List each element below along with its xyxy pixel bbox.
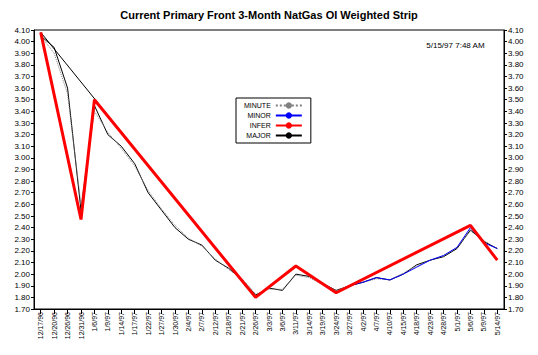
svg-text:2.50: 2.50 xyxy=(14,212,30,221)
svg-text:4/10/97: 4/10/97 xyxy=(386,312,393,335)
svg-text:2/21/97: 2/21/97 xyxy=(239,312,246,335)
svg-text:3.90: 3.90 xyxy=(508,49,524,58)
svg-text:2.50: 2.50 xyxy=(508,212,524,221)
svg-text:2/12/97: 2/12/97 xyxy=(212,312,219,335)
svg-text:2.80: 2.80 xyxy=(508,177,524,186)
svg-text:2.60: 2.60 xyxy=(14,200,30,209)
svg-text:5/15/97 7:48 AM: 5/15/97 7:48 AM xyxy=(426,41,485,50)
svg-text:4.10: 4.10 xyxy=(14,26,30,35)
svg-text:3.60: 3.60 xyxy=(508,84,524,93)
svg-text:3.10: 3.10 xyxy=(508,142,524,151)
svg-text:5/9/97: 5/9/97 xyxy=(480,312,487,332)
svg-text:3.50: 3.50 xyxy=(14,95,30,104)
svg-text:2.10: 2.10 xyxy=(508,258,524,267)
svg-text:12/31/96: 12/31/96 xyxy=(78,312,85,339)
svg-text:3.80: 3.80 xyxy=(14,60,30,69)
svg-text:3.20: 3.20 xyxy=(14,130,30,139)
svg-text:1.80: 1.80 xyxy=(14,293,30,302)
svg-text:3.50: 3.50 xyxy=(508,95,524,104)
svg-text:1/6/97: 1/6/97 xyxy=(91,312,98,332)
svg-text:2.10: 2.10 xyxy=(14,258,30,267)
svg-text:4/18/97: 4/18/97 xyxy=(413,312,420,335)
svg-text:1/30/97: 1/30/97 xyxy=(172,312,179,335)
svg-text:3.80: 3.80 xyxy=(508,60,524,69)
svg-text:3/27/97: 3/27/97 xyxy=(346,312,353,335)
svg-text:2.20: 2.20 xyxy=(508,246,524,255)
svg-text:5/14/97: 5/14/97 xyxy=(494,312,501,335)
svg-text:2.00: 2.00 xyxy=(508,270,524,279)
svg-text:2.80: 2.80 xyxy=(14,177,30,186)
svg-text:3/14/97: 3/14/97 xyxy=(306,312,313,335)
svg-text:3.40: 3.40 xyxy=(14,107,30,116)
svg-text:1.90: 1.90 xyxy=(508,281,524,290)
svg-text:2/4/97: 2/4/97 xyxy=(185,312,192,332)
svg-text:1/9/97: 1/9/97 xyxy=(104,312,111,332)
svg-text:1/27/97: 1/27/97 xyxy=(158,312,165,335)
svg-text:3/19/97: 3/19/97 xyxy=(319,312,326,335)
svg-text:INFER: INFER xyxy=(250,122,271,129)
svg-text:3/24/97: 3/24/97 xyxy=(333,312,340,335)
svg-text:5/6/97: 5/6/97 xyxy=(467,312,474,332)
svg-text:3.00: 3.00 xyxy=(508,153,524,162)
svg-text:3.40: 3.40 xyxy=(508,107,524,116)
svg-text:12/26/96: 12/26/96 xyxy=(64,312,71,339)
svg-text:3/3/97: 3/3/97 xyxy=(266,312,273,332)
svg-text:4.00: 4.00 xyxy=(14,37,30,46)
svg-text:3.90: 3.90 xyxy=(14,49,30,58)
svg-text:MINOR: MINOR xyxy=(247,112,270,119)
svg-text:2.70: 2.70 xyxy=(508,188,524,197)
svg-text:2.30: 2.30 xyxy=(14,235,30,244)
svg-text:MAJOR: MAJOR xyxy=(246,132,271,139)
svg-text:2.40: 2.40 xyxy=(508,223,524,232)
svg-text:3/6/97: 3/6/97 xyxy=(279,312,286,332)
svg-text:2/7/97: 2/7/97 xyxy=(198,312,205,332)
svg-text:3.30: 3.30 xyxy=(14,119,30,128)
svg-text:2.20: 2.20 xyxy=(14,246,30,255)
svg-text:2.70: 2.70 xyxy=(14,188,30,197)
svg-text:2.90: 2.90 xyxy=(508,165,524,174)
svg-text:4/2/97: 4/2/97 xyxy=(360,312,367,332)
svg-text:1.80: 1.80 xyxy=(508,293,524,302)
svg-text:1/17/97: 1/17/97 xyxy=(131,312,138,335)
svg-text:1.70: 1.70 xyxy=(508,305,524,314)
svg-text:4/15/97: 4/15/97 xyxy=(400,312,407,335)
svg-text:3.70: 3.70 xyxy=(14,72,30,81)
svg-text:12/20/96: 12/20/96 xyxy=(51,312,58,339)
svg-text:2.30: 2.30 xyxy=(508,235,524,244)
svg-text:1.70: 1.70 xyxy=(14,305,30,314)
svg-text:3.60: 3.60 xyxy=(14,84,30,93)
svg-text:3.20: 3.20 xyxy=(508,130,524,139)
svg-text:Current Primary Front 3-Month: Current Primary Front 3-Month NatGas OI … xyxy=(120,9,418,21)
svg-text:3.70: 3.70 xyxy=(508,72,524,81)
svg-text:2.00: 2.00 xyxy=(14,270,30,279)
svg-text:4/7/97: 4/7/97 xyxy=(373,312,380,332)
svg-text:2/18/97: 2/18/97 xyxy=(225,312,232,335)
svg-text:3.30: 3.30 xyxy=(508,119,524,128)
svg-text:1.90: 1.90 xyxy=(14,281,30,290)
svg-text:MINUTE: MINUTE xyxy=(244,102,271,109)
svg-text:4/28/97: 4/28/97 xyxy=(440,312,447,335)
svg-text:12/17/96: 12/17/96 xyxy=(37,312,44,339)
svg-text:4/23/97: 4/23/97 xyxy=(427,312,434,335)
svg-text:3.10: 3.10 xyxy=(14,142,30,151)
svg-text:2/26/97: 2/26/97 xyxy=(252,312,259,335)
svg-text:4.10: 4.10 xyxy=(508,26,524,35)
svg-text:2.90: 2.90 xyxy=(14,165,30,174)
svg-text:4.00: 4.00 xyxy=(508,37,524,46)
svg-text:1/14/97: 1/14/97 xyxy=(118,312,125,335)
svg-text:3/11/97: 3/11/97 xyxy=(292,312,299,335)
svg-text:2.60: 2.60 xyxy=(508,200,524,209)
svg-text:1/22/97: 1/22/97 xyxy=(145,312,152,335)
svg-text:5/1/97: 5/1/97 xyxy=(454,312,461,332)
svg-text:3.00: 3.00 xyxy=(14,153,30,162)
svg-text:2.40: 2.40 xyxy=(14,223,30,232)
